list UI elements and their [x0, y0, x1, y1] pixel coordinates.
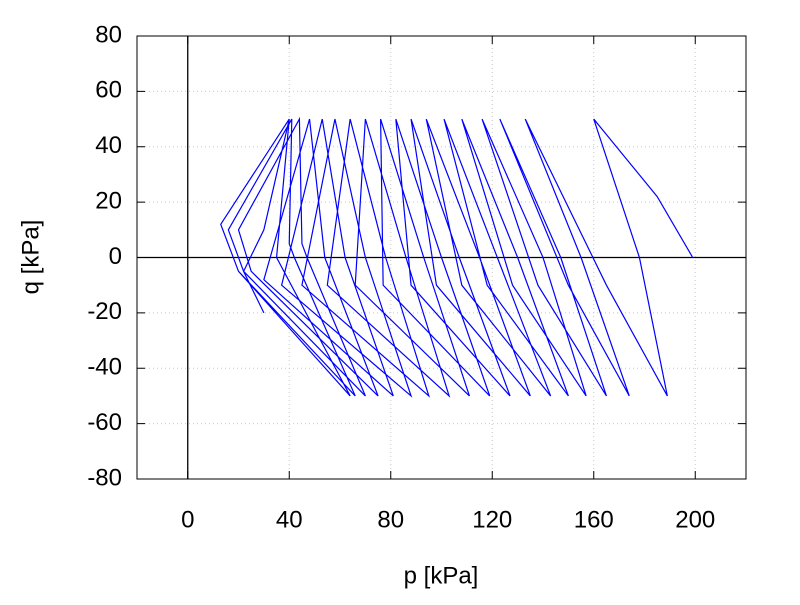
plot-frame [136, 35, 747, 480]
x-tick-label: 120 [472, 506, 512, 533]
x-axis-label: p [kPa] [404, 562, 479, 589]
y-tick-label: 80 [95, 21, 122, 48]
x-tick-label: 80 [377, 506, 404, 533]
y-tick-label: 40 [95, 132, 122, 159]
y-tick-label: -60 [87, 409, 122, 436]
x-tick-label: 0 [181, 506, 194, 533]
data-line [220, 116, 694, 398]
y-tick-label: 0 [109, 243, 122, 270]
y-axis-label: q [kPa] [17, 220, 44, 295]
x-tick-label: 40 [276, 506, 303, 533]
x-tick-label: 200 [675, 506, 715, 533]
x-tick-label: 160 [574, 506, 614, 533]
y-tick-label: -20 [87, 298, 122, 325]
y-tick-label: 20 [95, 187, 122, 214]
y-tick-label: -40 [87, 354, 122, 381]
y-tick-label: 60 [95, 77, 122, 104]
y-tick-label: -80 [87, 464, 122, 491]
